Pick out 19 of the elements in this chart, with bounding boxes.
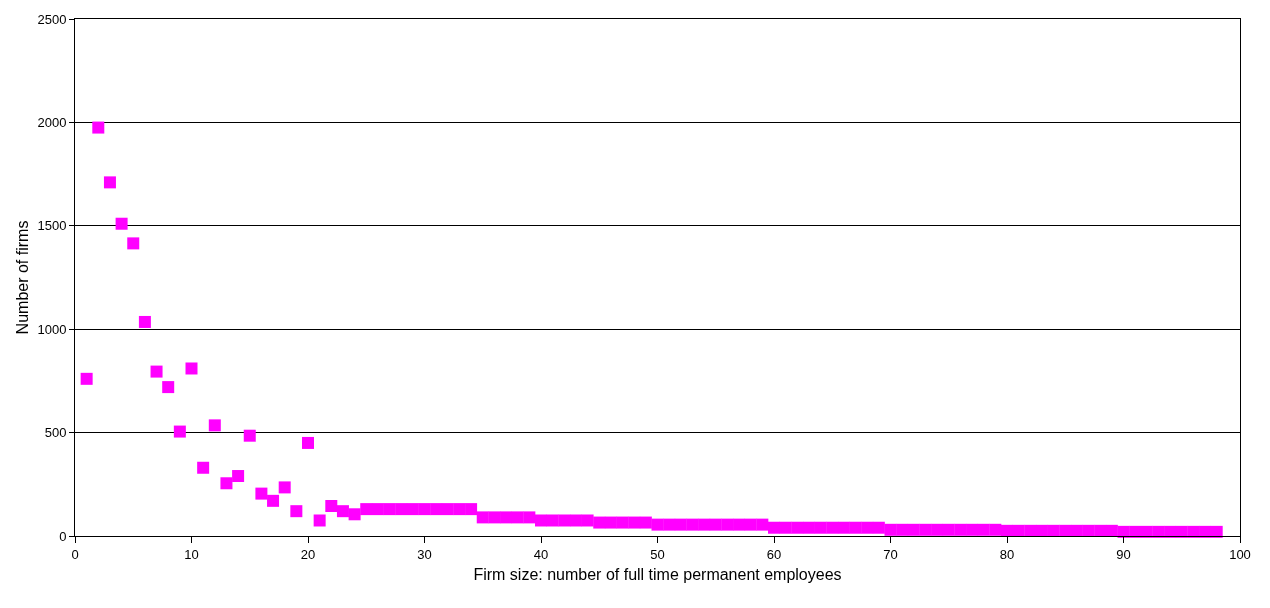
y-tick-label: 500: [44, 425, 67, 441]
x-tick-label: 70: [883, 546, 898, 562]
x-tick-label: 0: [71, 546, 79, 562]
x-tick-label: 90: [1116, 546, 1131, 562]
y-tick-label: 0: [59, 528, 67, 544]
x-tick-label: 80: [999, 546, 1015, 562]
x-axis-title: Firm size: number of full time permanent employees: [473, 566, 842, 584]
x-tick-label: 40: [533, 546, 549, 562]
x-tick-label: 30: [417, 546, 432, 562]
x-tick-label: 50: [650, 546, 665, 562]
x-tick-label: 20: [300, 546, 316, 562]
y-axis-title: Number of firms: [14, 220, 32, 335]
y-tick-label: 1000: [37, 321, 67, 337]
y-tick-label: 2500: [37, 11, 67, 27]
x-tick-label: 10: [184, 546, 199, 562]
x-tick-label: 100: [1229, 546, 1251, 562]
y-tick-label: 2000: [37, 114, 67, 130]
y-tick-label: 1500: [37, 218, 67, 234]
x-tick-label: 60: [766, 546, 782, 562]
